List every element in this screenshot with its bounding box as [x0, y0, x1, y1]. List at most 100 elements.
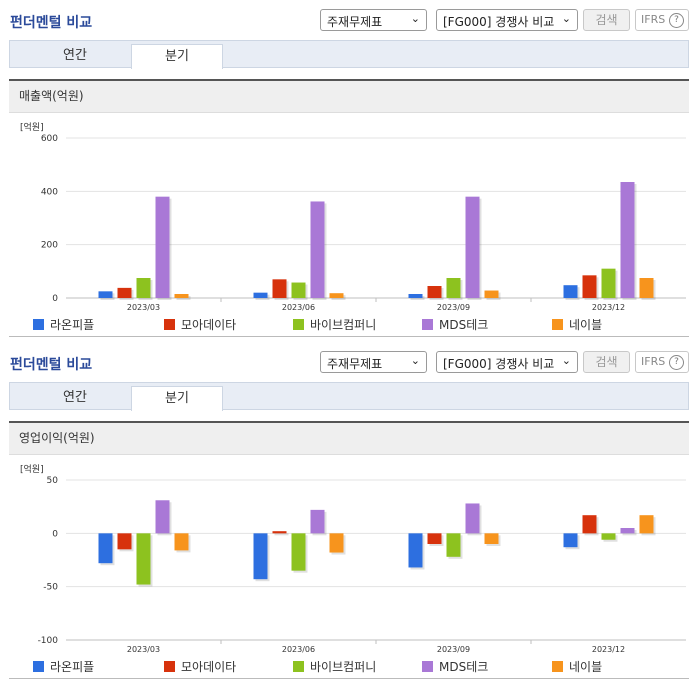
bar	[620, 528, 635, 534]
compare-select[interactable]: [FG000] 경쟁사 비교 ⌄	[436, 351, 578, 373]
compare-select-value: [FG000] 경쟁사 비교	[443, 357, 555, 371]
x-tick-label: 2023/09	[437, 303, 470, 312]
legend-label: 네이블	[569, 318, 603, 332]
legend-item: 모아데이타	[164, 316, 236, 333]
bar	[329, 293, 344, 298]
compare-select[interactable]: [FG000] 경쟁사 비교 ⌄	[436, 9, 578, 31]
legend-swatch	[293, 319, 304, 330]
bar	[484, 290, 499, 298]
legend-item: 네이블	[552, 316, 602, 333]
bar	[601, 268, 616, 298]
legend-item: MDS테크	[422, 658, 488, 675]
section-header: 펀더멘털 비교 주재무제표 ⌄ [FG000] 경쟁사 비교 ⌄ 검색 IFRS…	[0, 342, 696, 382]
ifrs-label: IFRS	[641, 355, 666, 368]
bar	[427, 533, 442, 544]
y-tick-label: -100	[38, 636, 59, 646]
legend-swatch	[293, 661, 304, 672]
ifrs-help-button[interactable]: IFRS ?	[635, 9, 689, 31]
bar	[446, 533, 461, 557]
tab-yearly[interactable]: 연간	[63, 390, 87, 405]
search-button[interactable]: 검색	[583, 9, 630, 31]
statement-select[interactable]: 주재무제표 ⌄	[320, 9, 427, 31]
unit-label: [억원]	[20, 123, 44, 133]
legend-label: 모아데이타	[181, 318, 237, 332]
bar	[98, 533, 113, 564]
bar	[174, 294, 189, 298]
legend-swatch	[33, 661, 44, 672]
legend-swatch	[422, 661, 433, 672]
bar	[117, 533, 132, 550]
y-tick-label: 50	[47, 476, 59, 486]
bar	[174, 533, 189, 551]
y-tick-label: 400	[41, 187, 58, 197]
legend-item: 모아데이타	[164, 658, 236, 675]
bar	[310, 201, 325, 298]
bar	[253, 533, 268, 580]
ifrs-label: IFRS	[641, 13, 666, 26]
x-tick-label: 2023/12	[592, 303, 625, 312]
bar	[427, 286, 442, 298]
legend-label: 모아데이타	[181, 660, 237, 674]
bar-chart-operating-profit: -100 -50 0 50 2023/03 2023/06 2023/09 2023/12	[38, 476, 686, 654]
period-tabs: 연간 분기	[9, 40, 689, 69]
bar	[639, 278, 654, 298]
legend-swatch	[552, 319, 563, 330]
section-title: 펀더멘털 비교	[10, 15, 93, 31]
bar	[563, 533, 578, 548]
bar	[446, 278, 461, 298]
chart-legend: 라온피플 모아데이타 바이브컴퍼니 MDS테크 네이블	[9, 658, 689, 674]
legend-swatch	[33, 319, 44, 330]
legend-label: 바이브컴퍼니	[310, 660, 377, 674]
legend-item: MDS테크	[422, 316, 488, 333]
bar	[329, 533, 344, 553]
tab-quarterly[interactable]: 분기	[131, 386, 223, 411]
bar	[155, 196, 170, 298]
tab-quarterly[interactable]: 분기	[131, 44, 223, 69]
chart-title: 매출액(억원)	[9, 81, 689, 113]
y-tick-label: 600	[41, 134, 58, 144]
bar	[98, 291, 113, 298]
bar-shadow	[274, 533, 289, 536]
legend-swatch	[164, 661, 175, 672]
statement-select[interactable]: 주재무제표 ⌄	[320, 351, 427, 373]
compare-select-value: [FG000] 경쟁사 비교	[443, 15, 555, 29]
x-tick-label: 2023/06	[282, 645, 315, 654]
search-button[interactable]: 검색	[583, 351, 630, 373]
tab-yearly[interactable]: 연간	[63, 48, 87, 63]
ifrs-help-button[interactable]: IFRS ?	[635, 351, 689, 373]
bar	[484, 533, 499, 544]
bar	[136, 278, 151, 298]
bar	[291, 282, 306, 298]
statement-select-value: 주재무제표	[327, 15, 383, 29]
legend-label: 네이블	[569, 660, 603, 674]
bar	[136, 533, 151, 585]
legend-label: MDS테크	[439, 660, 489, 674]
y-tick-label: 0	[52, 294, 58, 304]
bar	[291, 533, 306, 571]
bar	[582, 515, 597, 534]
chart-legend: 라온피플 모아데이타 바이브컴퍼니 MDS테크 네이블	[9, 316, 689, 332]
x-tick-label: 2023/03	[127, 645, 160, 654]
bar	[563, 285, 578, 298]
bar	[465, 503, 480, 534]
chart-panel-sales: 매출액(억원) [억원] 0 200 400 600 2023/03 2023/06 202…	[9, 79, 689, 337]
y-tick-label: 200	[41, 241, 58, 251]
legend-swatch	[552, 661, 563, 672]
statement-select-value: 주재무제표	[327, 357, 383, 371]
unit-label: [억원]	[20, 465, 44, 475]
bar	[620, 182, 635, 298]
x-tick-label: 2023/06	[282, 303, 315, 312]
bar	[465, 196, 480, 298]
bar	[155, 500, 170, 534]
legend-item: 네이블	[552, 658, 602, 675]
bar	[117, 287, 132, 298]
bar	[253, 292, 268, 298]
bar	[310, 509, 325, 534]
bar	[601, 533, 616, 540]
x-tick-label: 2023/03	[127, 303, 160, 312]
period-tabs: 연간 분기	[9, 382, 689, 411]
section-header: 펀더멘털 비교 주재무제표 ⌄ [FG000] 경쟁사 비교 ⌄ 검색 IFRS…	[0, 0, 696, 40]
y-tick-label: 0	[52, 529, 58, 539]
section-title: 펀더멘털 비교	[10, 357, 93, 373]
legend-label: 라온피플	[50, 660, 95, 674]
